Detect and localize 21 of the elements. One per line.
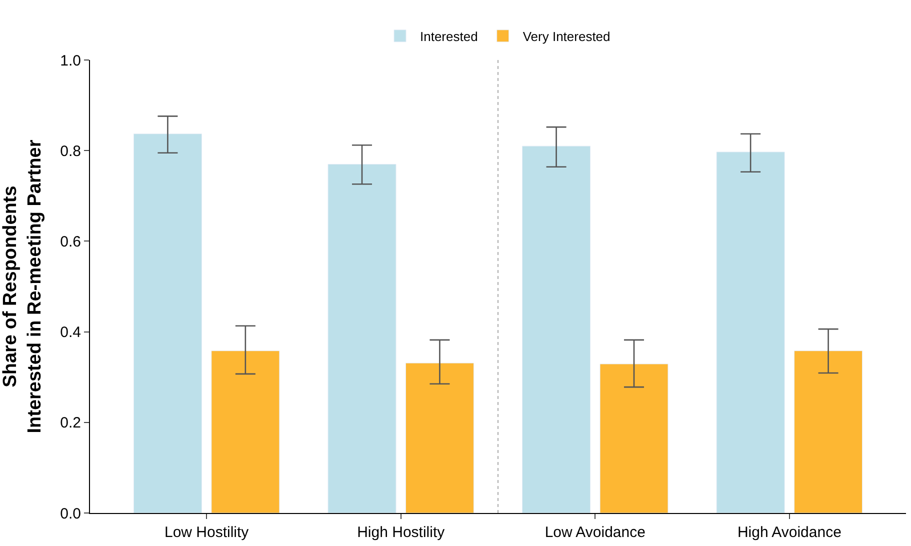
y-tick-label: 0.8 (60, 142, 81, 160)
x-tick-label: Low Avoidance (544, 524, 646, 541)
bar (405, 362, 474, 513)
y-tick-label: 1.0 (60, 52, 81, 70)
y-axis-title: Share of Respondents Interested in Re-meeting Partner (0, 139, 46, 434)
y-tick-label: 0.4 (60, 324, 81, 342)
x-tick-label: High Hostility (357, 524, 446, 541)
bar (600, 364, 668, 513)
x-tick-label: High Avoidance (737, 524, 842, 541)
y-tick-label: 0.0 (60, 505, 81, 522)
bar (522, 146, 591, 513)
y-tick-label: 0.2 (60, 414, 81, 432)
x-tick-label: Low Hostility (164, 524, 250, 541)
y-tick-label: 0.6 (60, 233, 81, 250)
bar (211, 350, 280, 513)
bar (133, 134, 202, 513)
bar (328, 164, 396, 513)
bar (716, 152, 785, 513)
legend-label: Interested (420, 28, 478, 44)
legend-label: Very Interested (522, 28, 610, 44)
bar (794, 350, 863, 513)
